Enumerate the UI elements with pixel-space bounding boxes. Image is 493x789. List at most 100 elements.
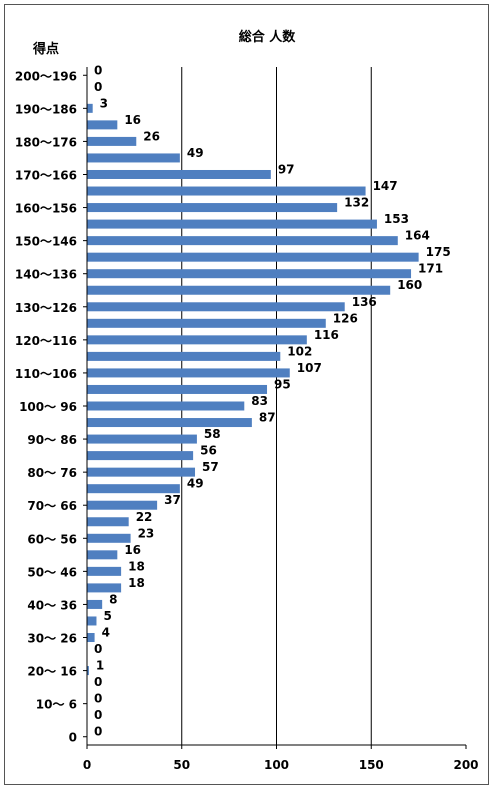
data-label: 37	[164, 493, 181, 507]
data-label: 8	[109, 592, 117, 606]
category-label: 20〜 16	[27, 665, 77, 679]
data-label: 16	[124, 113, 141, 127]
data-label: 57	[202, 460, 219, 474]
data-label: 18	[128, 576, 145, 590]
bar	[87, 633, 95, 643]
bar	[87, 269, 412, 279]
category-label: 10〜 6	[36, 698, 77, 712]
data-label: 16	[124, 543, 141, 557]
x-tick-label: 200	[453, 758, 478, 772]
data-label: 26	[143, 129, 160, 143]
category-label: 100〜 96	[19, 400, 77, 414]
y-axis-title: 得点	[32, 41, 59, 57]
bar	[87, 368, 290, 378]
histogram-chart: 総合 人数 得点 0031626499714713215316417517116…	[15, 29, 479, 772]
bar	[87, 169, 271, 179]
x-tick-label: 150	[359, 758, 384, 772]
x-tick-label: 100	[264, 758, 289, 772]
category-label: 110〜106	[15, 367, 77, 381]
category-label: 150〜146	[15, 235, 77, 249]
category-label: 180〜176	[15, 135, 77, 149]
data-label: 97	[278, 162, 295, 176]
bar	[87, 203, 338, 213]
category-label: 50〜 46	[27, 565, 77, 579]
bar	[87, 616, 97, 626]
data-label: 147	[373, 179, 398, 193]
data-label: 126	[333, 311, 358, 325]
bar	[87, 103, 93, 113]
data-label: 23	[138, 526, 155, 540]
bar	[87, 599, 103, 609]
data-label: 0	[94, 708, 102, 722]
bar	[87, 467, 196, 477]
data-label: 136	[352, 295, 377, 309]
bar	[87, 484, 180, 494]
data-label: 132	[344, 196, 369, 210]
category-label: 0	[69, 731, 77, 745]
bar	[87, 186, 366, 196]
bar	[87, 666, 89, 676]
data-label: 5	[103, 609, 111, 623]
category-label: 40〜 36	[27, 598, 77, 612]
data-label: 49	[187, 477, 204, 491]
bar	[87, 136, 137, 146]
category-label: 60〜 56	[27, 532, 77, 546]
data-label: 56	[200, 444, 217, 458]
data-label: 49	[187, 146, 204, 160]
category-label: 190〜186	[15, 102, 77, 116]
data-label: 1	[96, 659, 104, 673]
data-label: 164	[405, 229, 430, 243]
data-label: 0	[94, 725, 102, 739]
data-label: 107	[297, 361, 322, 375]
category-label: 70〜 66	[27, 499, 77, 513]
bar	[87, 434, 197, 444]
data-label: 116	[314, 328, 339, 342]
bar	[87, 120, 118, 130]
bar	[87, 533, 131, 543]
bar	[87, 236, 398, 246]
data-label: 0	[94, 692, 102, 706]
data-label: 4	[102, 626, 110, 640]
bar	[87, 285, 391, 295]
bar	[87, 401, 245, 411]
category-label: 120〜116	[15, 334, 77, 348]
bar	[87, 384, 268, 394]
data-label: 22	[136, 510, 153, 524]
data-label: 0	[94, 63, 102, 77]
bar	[87, 335, 307, 345]
bar	[87, 550, 118, 560]
x-tick-label: 0	[83, 758, 91, 772]
x-tick-label: 50	[173, 758, 190, 772]
chart-title: 総合 人数	[239, 29, 297, 45]
data-label: 18	[128, 559, 145, 573]
bar	[87, 583, 122, 593]
bar	[87, 418, 252, 428]
category-label: 80〜 76	[27, 466, 77, 480]
bar	[87, 351, 281, 361]
data-label: 83	[251, 394, 268, 408]
bar	[87, 252, 419, 262]
data-label: 87	[259, 411, 276, 425]
bar	[87, 318, 326, 328]
category-label: 140〜136	[15, 268, 77, 282]
data-label: 102	[287, 344, 312, 358]
data-label: 0	[94, 80, 102, 94]
bar	[87, 517, 129, 527]
data-label: 171	[418, 262, 443, 276]
bar	[87, 451, 194, 461]
category-label: 90〜 86	[27, 433, 77, 447]
category-label: 130〜126	[15, 301, 77, 315]
bar	[87, 219, 377, 229]
data-label: 160	[397, 278, 422, 292]
data-label: 0	[94, 675, 102, 689]
data-label: 58	[204, 427, 221, 441]
category-label: 30〜 26	[27, 632, 77, 646]
data-label: 0	[94, 642, 102, 656]
category-label: 170〜166	[15, 168, 77, 182]
data-label: 175	[426, 245, 451, 259]
data-label: 3	[100, 96, 108, 110]
data-label: 153	[384, 212, 409, 226]
data-label: 95	[274, 377, 291, 391]
bar	[87, 500, 158, 510]
bar	[87, 302, 345, 312]
